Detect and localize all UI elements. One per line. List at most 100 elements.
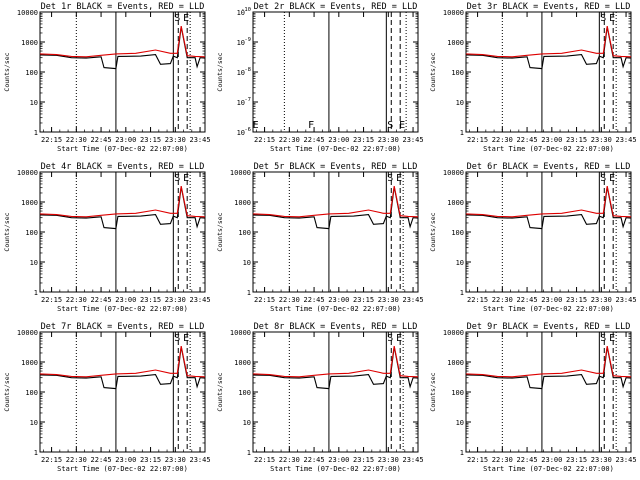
x-tick-label: 22:15 xyxy=(254,456,275,464)
y-tick-exponent: -6 xyxy=(244,127,251,133)
x-tick-label: 23:30 xyxy=(378,136,399,144)
x-tick-label: 23:00 xyxy=(115,296,136,304)
y-tick-exponent: -9 xyxy=(244,37,251,43)
y-tick-label: 10000 xyxy=(443,169,464,177)
lld-series-line xyxy=(252,345,419,378)
panel-title: Det 4r BLACK = Events, RED = LLD xyxy=(41,162,205,172)
x-tick-label: 22:45 xyxy=(91,136,112,144)
y-tick-label: 10000 xyxy=(230,329,251,337)
y-tick-label: 10 xyxy=(456,259,464,267)
x-tick-label: 23:30 xyxy=(591,456,612,464)
marker-label: S xyxy=(174,333,180,344)
x-tick-label: 22:15 xyxy=(41,136,62,144)
x-tick-label: 22:30 xyxy=(492,136,513,144)
x-tick-label: 22:45 xyxy=(91,456,112,464)
x-tick-label: 23:45 xyxy=(190,136,211,144)
x-axis-label: Start Time (07-Dec-02 22:07:00) xyxy=(483,145,614,153)
y-tick-label: 10 xyxy=(30,99,38,107)
y-axis-label: Counts/sec xyxy=(3,372,11,411)
y-axis-label: Counts/sec xyxy=(429,372,437,411)
x-tick-label: 22:30 xyxy=(279,136,300,144)
x-tick-label: 23:00 xyxy=(541,136,562,144)
marker-label: S xyxy=(600,13,606,24)
x-tick-label: 23:00 xyxy=(541,296,562,304)
x-tick-label: 22:30 xyxy=(66,296,87,304)
lld-series-line xyxy=(465,345,632,378)
y-tick-label: 1000 xyxy=(447,199,464,207)
det-panel-3: Det 3r BLACK = Events, RED = LLD 1 10 100 10… xyxy=(429,2,637,153)
y-tick-label: 1 xyxy=(247,449,251,457)
y-tick-label: 100 xyxy=(25,389,38,397)
y-axis-label: Counts/sec xyxy=(216,372,224,411)
y-axis-label: Counts/sec xyxy=(3,52,11,91)
y-tick-label: 100 xyxy=(238,229,251,237)
x-tick-label: 23:00 xyxy=(328,456,349,464)
y-tick-label: 10000 xyxy=(443,329,464,337)
x-tick-label: 22:45 xyxy=(517,136,538,144)
marker-label: S xyxy=(174,13,180,24)
det-panel-4: Det 4r BLACK = Events, RED = LLD 1 10 100 10… xyxy=(3,162,211,313)
x-axis-label: Start Time (07-Dec-02 22:07:00) xyxy=(57,305,188,313)
marker-label: E xyxy=(609,13,615,24)
plot-frame xyxy=(252,11,419,133)
x-tick-label: 23:30 xyxy=(591,136,612,144)
y-tick-label: 10000 xyxy=(17,9,38,17)
x-tick-label: 23:15 xyxy=(140,456,161,464)
lld-series-line xyxy=(39,25,206,58)
y-axis-label: Counts/sec xyxy=(429,52,437,91)
marker-label: S xyxy=(387,120,393,131)
marker-label: E xyxy=(399,120,405,131)
x-tick-label: 23:45 xyxy=(403,136,424,144)
y-tick-label: 10000 xyxy=(17,169,38,177)
y-tick-label: 1000 xyxy=(21,359,38,367)
det-panel-7: Det 7r BLACK = Events, RED = LLD 1 10 100 10… xyxy=(3,322,211,473)
x-axis-label: Start Time (07-Dec-02 22:07:00) xyxy=(57,465,188,473)
x-tick-label: 23:30 xyxy=(378,456,399,464)
marker-label: F xyxy=(308,120,314,131)
events-series-line xyxy=(465,346,632,390)
det-panel-8: Det 8r BLACK = Events, RED = LLD 1 10 100 10… xyxy=(216,322,424,473)
y-tick-label: 10 xyxy=(237,39,245,47)
y-tick-label: 100 xyxy=(25,229,38,237)
marker-label: E xyxy=(609,333,615,344)
x-tick-label: 22:45 xyxy=(304,296,325,304)
x-tick-label: 22:30 xyxy=(66,456,87,464)
events-series-line xyxy=(39,26,206,70)
panel-title: Det 9r BLACK = Events, RED = LLD xyxy=(467,322,631,332)
y-tick-label: 1 xyxy=(460,449,464,457)
x-axis-label: Start Time (07-Dec-02 22:07:00) xyxy=(270,465,401,473)
y-tick-label: 10000 xyxy=(443,9,464,17)
panel-title: Det 7r BLACK = Events, RED = LLD xyxy=(41,322,205,332)
x-tick-label: 22:15 xyxy=(41,296,62,304)
y-tick-label: 10 xyxy=(237,129,245,137)
y-axis-label: Counts/sec xyxy=(3,212,11,251)
y-tick-label: 1 xyxy=(34,129,38,137)
x-axis-label: Start Time (07-Dec-02 22:07:00) xyxy=(57,145,188,153)
marker-label: S xyxy=(174,173,180,184)
x-tick-label: 22:30 xyxy=(279,456,300,464)
x-tick-label: 23:00 xyxy=(115,136,136,144)
y-tick-label: 1000 xyxy=(234,359,251,367)
y-tick-label: 10000 xyxy=(230,169,251,177)
marker-label: S xyxy=(387,333,393,344)
y-tick-label: 100 xyxy=(451,69,464,77)
x-tick-label: 23:45 xyxy=(616,456,637,464)
x-tick-label: 23:15 xyxy=(140,136,161,144)
y-tick-label: 1 xyxy=(34,289,38,297)
x-tick-label: 23:45 xyxy=(403,456,424,464)
y-tick-label: 100 xyxy=(451,229,464,237)
x-tick-label: 22:45 xyxy=(304,136,325,144)
panel-title: Det 6r BLACK = Events, RED = LLD xyxy=(467,162,631,172)
marker-label: S xyxy=(600,173,606,184)
y-tick-label: 1000 xyxy=(21,199,38,207)
x-tick-label: 22:45 xyxy=(517,456,538,464)
y-tick-label: 10 xyxy=(30,259,38,267)
y-tick-label: 10 xyxy=(456,99,464,107)
y-tick-label: 10 xyxy=(237,99,245,107)
events-series-line xyxy=(39,186,206,230)
y-tick-label: 10 xyxy=(243,419,251,427)
x-tick-label: 23:45 xyxy=(403,296,424,304)
x-axis-label: Start Time (07-Dec-02 22:07:00) xyxy=(483,465,614,473)
det-panel-6: Det 6r BLACK = Events, RED = LLD 1 10 100 10… xyxy=(429,162,637,313)
